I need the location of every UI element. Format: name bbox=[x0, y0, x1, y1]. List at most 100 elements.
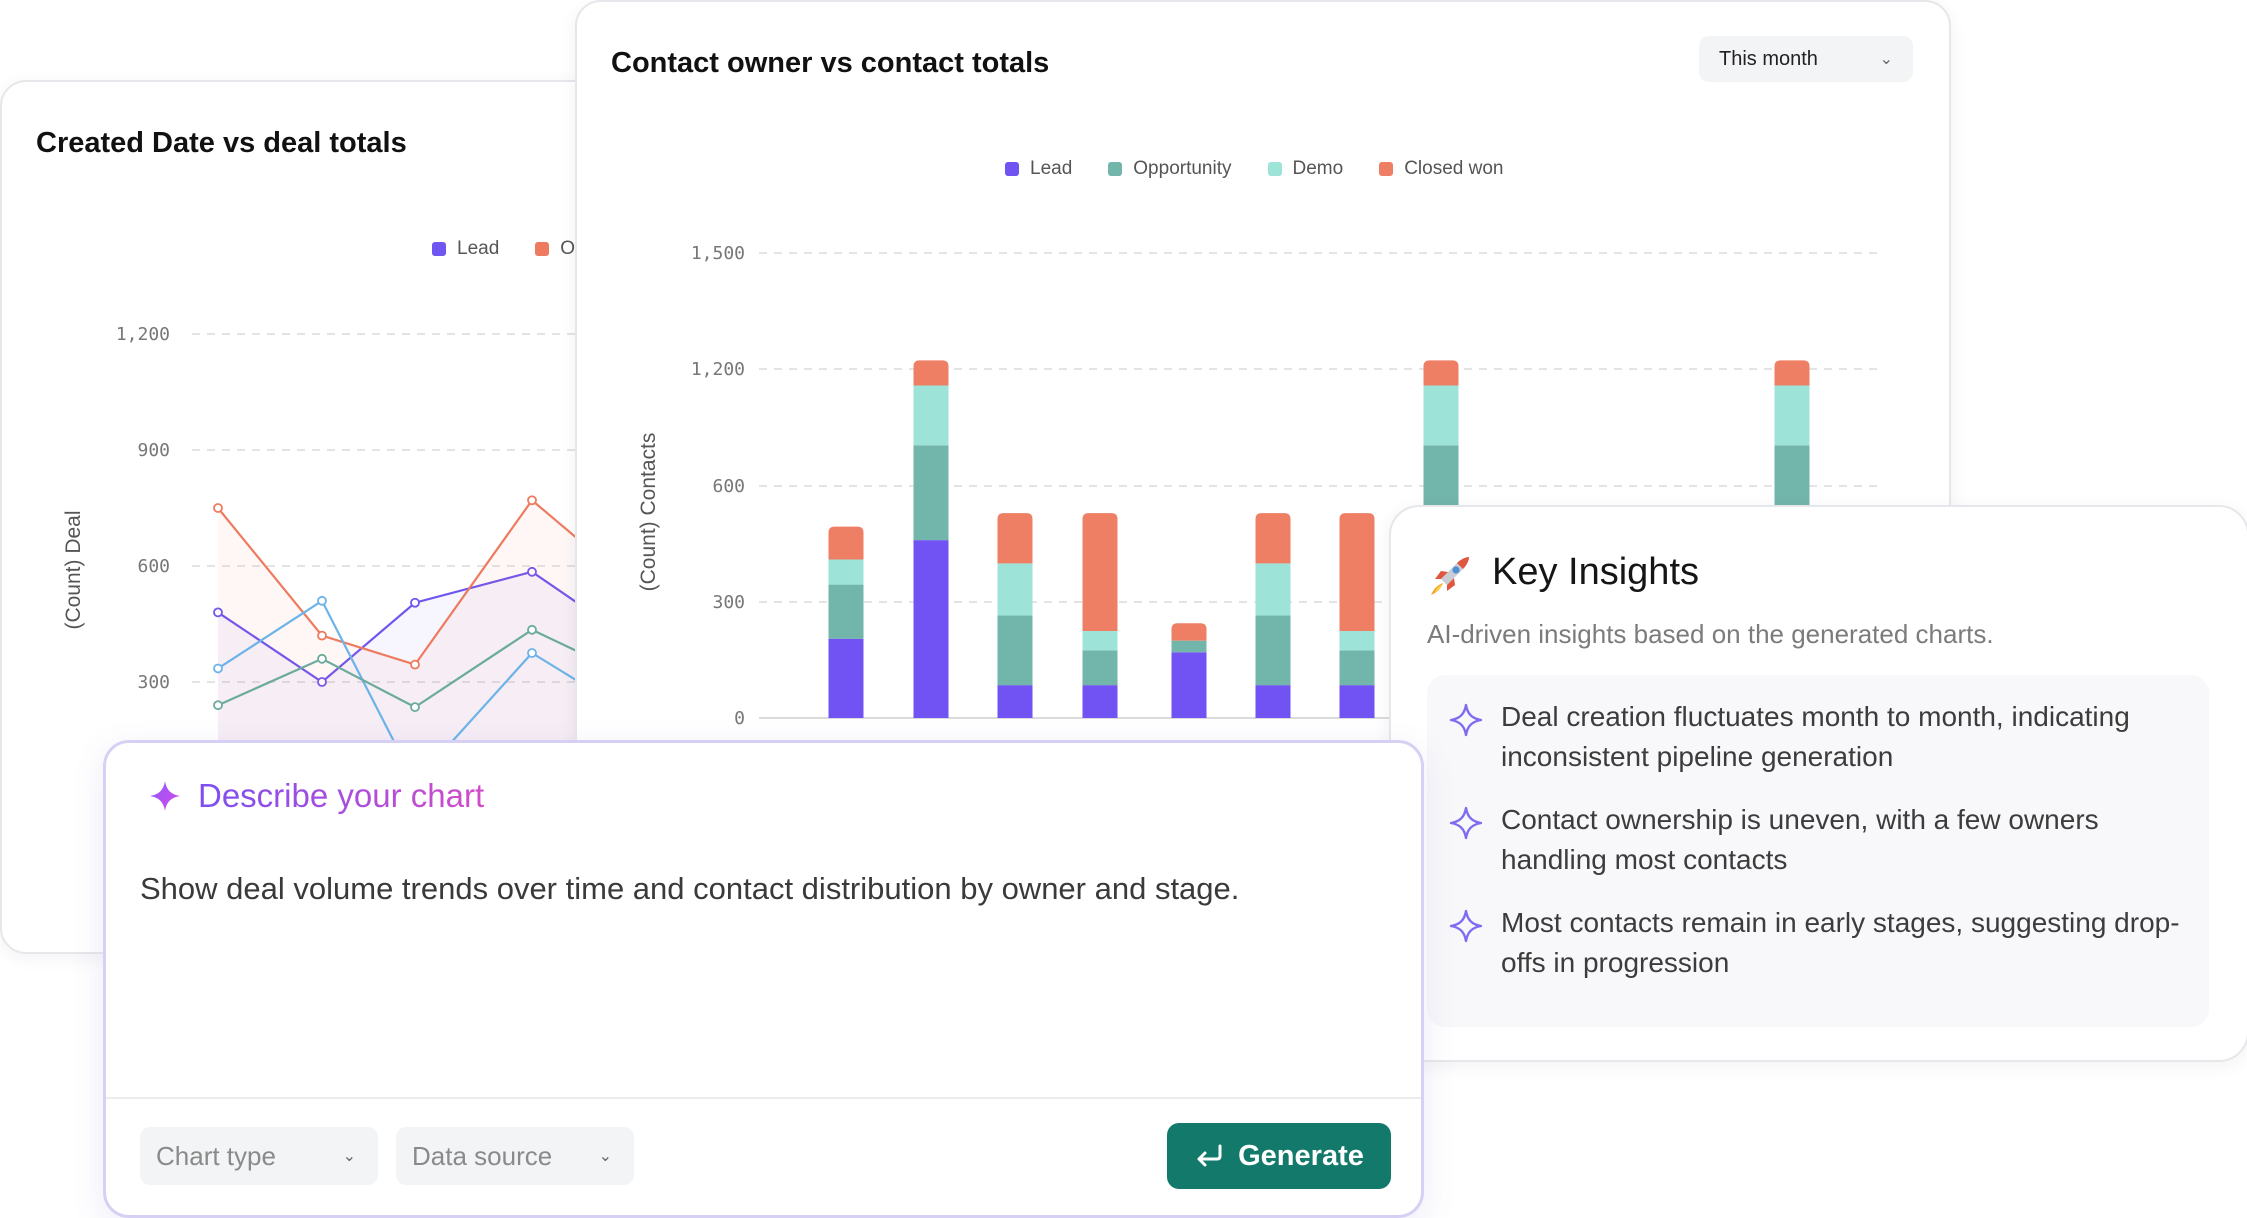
deals-legend: Lead O bbox=[432, 238, 575, 260]
period-select[interactable]: This month ⌄ bbox=[1699, 36, 1913, 82]
legend-label: O bbox=[560, 238, 576, 259]
bar-segment bbox=[1082, 650, 1118, 686]
bar-segment bbox=[828, 584, 864, 639]
y-tick-label: 1,500 bbox=[691, 243, 745, 264]
y-axis-label: (Count) Contacts bbox=[637, 433, 660, 592]
legend-label: Lead bbox=[1030, 158, 1073, 179]
insights-title: Key Insights bbox=[1492, 551, 1699, 593]
legend-swatch bbox=[1108, 162, 1123, 176]
data-point bbox=[317, 677, 327, 687]
sparkle-icon bbox=[1449, 703, 1483, 737]
y-tick-label: 300 bbox=[137, 672, 170, 693]
bar-segment bbox=[913, 540, 949, 718]
y-tick-label: 1,200 bbox=[116, 324, 170, 345]
y-tick-label: 600 bbox=[712, 476, 745, 497]
y-tick-label: 600 bbox=[137, 556, 170, 577]
y-tick-label: 900 bbox=[137, 440, 170, 461]
legend-label: Demo bbox=[1292, 158, 1344, 179]
deals-legend-item-lead: Lead bbox=[432, 238, 499, 260]
sparkle-icon bbox=[1449, 806, 1483, 840]
legend-swatch bbox=[535, 242, 550, 256]
data-source-select[interactable]: Data source ⌄ bbox=[396, 1127, 634, 1185]
bar-segment bbox=[1423, 385, 1459, 446]
bar-segment bbox=[1423, 360, 1459, 386]
data-point bbox=[213, 700, 223, 711]
contacts-legend-item-demo: Demo bbox=[1267, 158, 1344, 180]
bar-segment bbox=[1171, 623, 1207, 641]
data-point bbox=[527, 566, 537, 577]
insight-text: Contact ownership is uneven, with a few … bbox=[1501, 804, 2099, 875]
contacts-card-title: Contact owner vs contact totals bbox=[611, 47, 1050, 79]
data-point bbox=[213, 503, 223, 513]
insight-text: Deal creation fluctuates month to month,… bbox=[1501, 701, 2130, 772]
bar-segment bbox=[913, 360, 949, 386]
bar-segment bbox=[1171, 640, 1207, 653]
legend-swatch bbox=[1005, 162, 1019, 176]
generate-label: Generate bbox=[1238, 1139, 1364, 1172]
bar-segment bbox=[1171, 652, 1207, 718]
insight-item: Deal creation fluctuates month to month,… bbox=[1449, 697, 2181, 777]
data-point bbox=[317, 630, 327, 641]
bar-segment bbox=[1082, 513, 1118, 631]
chart-prompt-input[interactable]: Show deal volume trends over time and co… bbox=[140, 871, 1380, 1071]
insights-list: Deal creation fluctuates month to month,… bbox=[1427, 675, 2209, 1027]
bar-segment bbox=[1339, 650, 1375, 686]
chart-prompt-text: Show deal volume trends over time and co… bbox=[140, 871, 1240, 906]
bar-segment bbox=[1082, 631, 1118, 651]
data-point bbox=[410, 702, 420, 713]
insight-item: Most contacts remain in early stages, su… bbox=[1449, 903, 2181, 983]
generate-button[interactable]: Generate bbox=[1167, 1123, 1391, 1189]
bar-segment bbox=[828, 526, 864, 560]
insights-card: Key Insights AI-driven insights based on… bbox=[1389, 505, 2247, 1062]
data-point bbox=[213, 663, 223, 674]
bar-segment bbox=[997, 685, 1033, 718]
data-point bbox=[527, 495, 537, 506]
bar-segment bbox=[1339, 513, 1375, 631]
bar-segment bbox=[1255, 615, 1291, 686]
rocket-icon bbox=[1427, 553, 1473, 599]
legend-label: Lead bbox=[457, 238, 500, 259]
chart-type-select[interactable]: Chart type ⌄ bbox=[140, 1127, 378, 1185]
bar-segment bbox=[997, 563, 1033, 616]
chevron-down-icon: ⌄ bbox=[342, 1148, 356, 1165]
footer-divider bbox=[106, 1097, 1421, 1099]
period-select-value: This month bbox=[1719, 47, 1818, 70]
chart-type-placeholder: Chart type bbox=[156, 1140, 276, 1171]
bar-segment bbox=[1774, 385, 1810, 446]
bar-segment bbox=[1339, 631, 1375, 651]
sparkle-icon bbox=[150, 781, 180, 811]
deals-card-title: Created Date vs deal totals bbox=[36, 127, 407, 159]
data-point bbox=[213, 607, 223, 618]
bar-segment bbox=[913, 385, 949, 446]
chevron-down-icon: ⌄ bbox=[1879, 51, 1893, 68]
bar-segment bbox=[1255, 513, 1291, 564]
bar-segment bbox=[997, 513, 1033, 564]
insight-item: Contact ownership is uneven, with a few … bbox=[1449, 800, 2181, 880]
y-tick-label: 300 bbox=[712, 592, 745, 613]
contacts-legend-item-lead: Lead bbox=[1005, 158, 1072, 180]
legend-swatch bbox=[1267, 162, 1282, 176]
sparkle-icon bbox=[1449, 909, 1483, 943]
data-point bbox=[410, 659, 420, 670]
y-tick-label: 1,200 bbox=[691, 359, 745, 380]
deals-legend-item-other: O bbox=[535, 238, 575, 260]
bar-segment bbox=[1082, 685, 1118, 718]
bar-segment bbox=[1339, 685, 1375, 718]
bar-segment bbox=[1255, 563, 1291, 616]
insights-subtitle: AI-driven insights based on the generate… bbox=[1427, 619, 1994, 649]
data-point bbox=[527, 648, 537, 658]
data-point bbox=[317, 595, 327, 606]
bar-segment bbox=[1774, 360, 1810, 386]
chevron-down-icon: ⌄ bbox=[598, 1148, 612, 1165]
bar-segment bbox=[828, 559, 864, 585]
contacts-legend: Lead Opportunity Demo Closed won bbox=[1005, 158, 1503, 180]
legend-label: Closed won bbox=[1404, 158, 1504, 179]
enter-arrow-icon bbox=[1197, 1144, 1222, 1167]
data-point bbox=[317, 653, 327, 664]
bar-segment bbox=[1255, 685, 1291, 718]
bar-segment bbox=[828, 638, 864, 718]
data-point bbox=[527, 624, 537, 635]
contacts-legend-item-closed-won: Closed won bbox=[1379, 158, 1503, 180]
bar-segment bbox=[913, 445, 949, 541]
y-tick-label: 0 bbox=[734, 708, 745, 729]
